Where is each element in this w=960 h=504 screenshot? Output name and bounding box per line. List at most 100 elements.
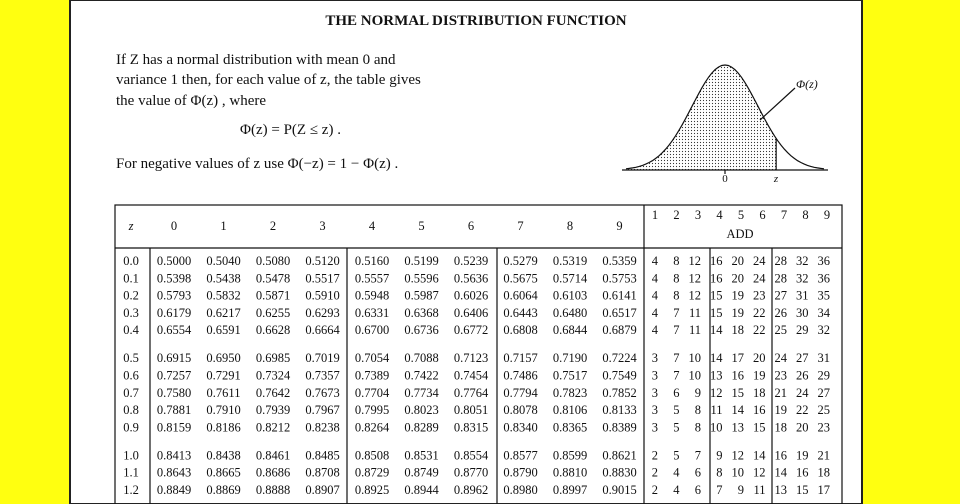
col-header: 7 [517,219,523,233]
cell: 0.7734 [404,386,439,400]
cell: 0.8907 [305,483,339,497]
col-header: 3 [319,219,325,233]
curve-label: Φ(z) [796,77,818,91]
cell: 0.6736 [404,323,438,337]
add-cell: 8 [716,466,722,480]
add-cell: 6 [695,466,701,480]
add-cell: 22 [796,403,809,417]
cell: 0.5596 [404,271,438,285]
add-col-header: 9 [824,208,830,222]
add-cell: 13 [775,483,788,497]
z-value: 0.1 [123,271,139,285]
cell: 0.8365 [553,420,587,434]
cell: 0.7910 [206,403,240,417]
add-cell: 3 [652,403,658,417]
cell: 0.8485 [305,448,339,462]
cell: 0.5714 [553,271,588,285]
cell: 0.8686 [256,466,290,480]
add-cell: 5 [673,448,679,462]
cell: 0.8212 [256,420,290,434]
cell: 0.6064 [503,289,538,303]
add-cell: 31 [796,289,809,303]
add-cell: 14 [710,351,723,365]
add-cell: 8 [695,420,701,434]
add-cell: 12 [689,271,702,285]
cell: 0.8554 [454,448,489,462]
cell: 0.7580 [157,386,191,400]
bell-curve [625,64,825,170]
add-cell: 4 [673,483,680,497]
cell: 0.7019 [305,351,339,365]
col-header: 8 [567,219,573,233]
add-cell: 7 [673,306,679,320]
intro-line: the value of Φ(z) , where [116,93,266,109]
add-cell: 19 [753,369,766,383]
cell: 0.8340 [503,420,537,434]
add-cell: 17 [732,351,745,365]
cell: 0.5359 [602,254,636,268]
cell: 0.6772 [454,323,488,337]
z-value: 0.8 [123,403,139,417]
add-cell: 3 [652,369,658,383]
cell: 0.7673 [305,386,339,400]
cell: 0.5871 [256,289,290,303]
add-cell: 21 [775,386,788,400]
add-cell: 29 [818,369,831,383]
cell: 0.8962 [454,483,488,497]
cell: 0.8643 [157,466,191,480]
add-cell: 24 [796,386,809,400]
z-value: 0.9 [123,420,139,434]
add-cell: 26 [796,369,809,383]
cell: 0.7764 [454,386,489,400]
cell: 0.5040 [206,254,240,268]
cell: 0.5675 [503,271,537,285]
cell: 0.6293 [305,306,339,320]
cell: 0.6915 [157,351,191,365]
add-cell: 10 [689,369,702,383]
cell: 0.6026 [454,289,488,303]
cell: 0.8315 [454,420,488,434]
cell: 0.8869 [206,483,240,497]
cell: 0.6406 [454,306,488,320]
cell: 0.5120 [305,254,339,268]
add-col-header: 7 [781,208,787,222]
formula: Φ(z) = P(Z ≤ z) . [240,122,341,138]
cell: 0.5319 [553,254,587,268]
add-cell: 19 [732,289,745,303]
cell: 0.7190 [553,351,587,365]
add-cell: 25 [818,403,831,417]
cell: 0.8289 [404,420,438,434]
add-cell: 16 [796,466,809,480]
add-cell: 13 [710,369,723,383]
add-cell: 10 [710,420,723,434]
cell: 0.7549 [602,369,636,383]
cell: 0.7852 [602,386,636,400]
cell: 0.6480 [553,306,587,320]
cell: 0.8770 [454,466,488,480]
add-cell: 15 [753,420,766,434]
add-cell: 5 [673,420,679,434]
cell: 0.8238 [305,420,339,434]
add-cell: 14 [710,323,723,337]
cell: 0.8186 [206,420,240,434]
add-cell: 18 [753,386,766,400]
add-cell: 23 [775,369,788,383]
add-cell: 21 [818,448,831,462]
cell: 0.8023 [404,403,438,417]
cell: 0.7324 [256,369,291,383]
add-cell: 6 [695,483,701,497]
add-cell: 19 [796,448,809,462]
cell: 0.8133 [602,403,636,417]
add-col-header: 4 [716,208,723,222]
add-cell: 25 [775,323,788,337]
cell: 0.7823 [553,386,587,400]
cell: 0.9015 [602,483,636,497]
add-cell: 36 [818,254,831,268]
col-header: 4 [369,219,376,233]
add-cell: 24 [753,254,766,268]
z-header: z [128,219,134,233]
add-cell: 12 [732,448,745,462]
col-header: 0 [171,219,177,233]
cell: 0.6141 [602,289,636,303]
